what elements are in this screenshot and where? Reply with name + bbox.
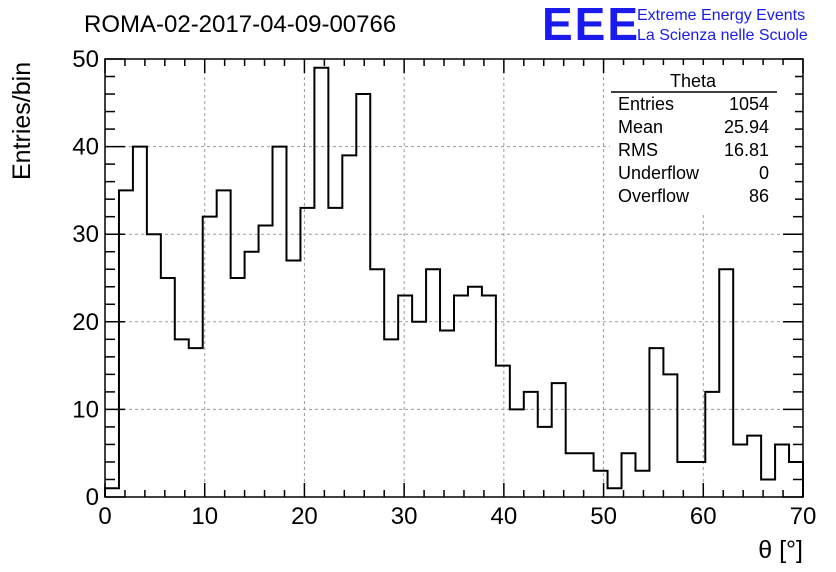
- y-tick-label: 50: [72, 46, 99, 73]
- plot-frame: [104, 58, 804, 498]
- stats-label: Mean: [618, 117, 663, 137]
- histogram-line: [104, 66, 804, 497]
- x-tick-label: 70: [790, 503, 817, 530]
- stats-value: 0: [759, 163, 769, 183]
- x-tick-labels: 0 10 20 30 40 50 60 70: [98, 503, 816, 530]
- stats-box-bg: [610, 65, 795, 215]
- x-tick-label: 0: [98, 503, 111, 530]
- y-axis-label: Entries/bin: [8, 62, 36, 180]
- stats-value: 86: [749, 186, 769, 206]
- stats-value: 25.94: [724, 117, 769, 137]
- y-tick-label: 0: [86, 484, 99, 511]
- stats-label: Overflow: [618, 186, 690, 206]
- logo-mark: EEE: [542, 0, 640, 50]
- stats-box: Theta Entries 1054 Mean 25.94 RMS 16.81 Underf…: [610, 65, 795, 215]
- axis-ticks: [104, 58, 804, 498]
- logo-line-1: Extreme Energy Events: [637, 7, 805, 24]
- stats-value: 1054: [729, 94, 769, 114]
- x-tick-label: 60: [690, 503, 717, 530]
- stats-label: Underflow: [618, 163, 700, 183]
- x-axis-label: θ [°]: [758, 536, 803, 564]
- stats-value: 16.81: [724, 140, 769, 160]
- y-tick-labels: 0 10 20 30 40 50: [72, 46, 99, 511]
- y-tick-label: 40: [72, 134, 99, 161]
- x-tick-label: 20: [291, 503, 318, 530]
- chart-title: ROMA-02-2017-04-09-00766: [84, 11, 396, 38]
- x-tick-label: 40: [491, 503, 518, 530]
- stats-label: RMS: [618, 140, 658, 160]
- y-tick-label: 30: [72, 221, 99, 248]
- stats-rows: Entries 1054 Mean 25.94 RMS 16.81 Underflow 0 Ov…: [618, 94, 769, 206]
- x-tick-label: 30: [391, 503, 418, 530]
- x-tick-label: 10: [191, 503, 218, 530]
- eee-logo: EEE Extreme Energy Events La Scienza nel…: [542, 0, 808, 50]
- stats-label: Entries: [618, 94, 674, 114]
- x-tick-label: 50: [590, 503, 617, 530]
- stats-title: Theta: [670, 71, 717, 91]
- y-tick-label: 20: [72, 309, 99, 336]
- y-tick-label: 10: [72, 396, 99, 423]
- logo-line-2: La Scienza nelle Scuole: [637, 27, 808, 44]
